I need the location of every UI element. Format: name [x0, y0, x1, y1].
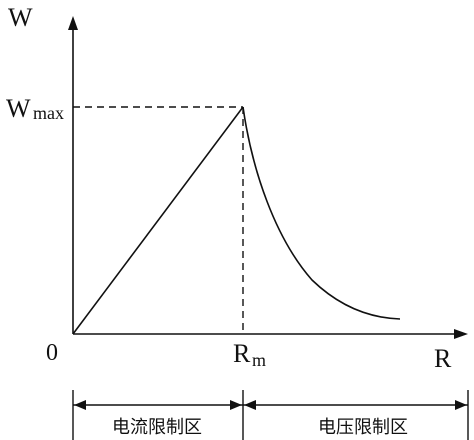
voltage-limit-region-label: 电压限制区 [318, 417, 408, 438]
x-axis [73, 329, 468, 339]
y-axis [68, 16, 78, 334]
svg-text:max: max [33, 103, 64, 123]
svg-text:R: R [233, 339, 251, 368]
linear-rise-curve [72, 106, 244, 335]
origin-label: 0 [46, 340, 58, 366]
x-axis-label: R [434, 344, 452, 373]
decay-curve [242, 106, 401, 320]
current-limit-region-label: 电流限制区 [112, 417, 202, 438]
svg-text:m: m [252, 350, 266, 370]
rm-label: R m [233, 339, 266, 370]
y-axis-label: W [8, 3, 33, 32]
region-bracket [72, 390, 469, 440]
svg-text:W: W [6, 94, 31, 123]
wmax-label: W max [6, 94, 64, 123]
